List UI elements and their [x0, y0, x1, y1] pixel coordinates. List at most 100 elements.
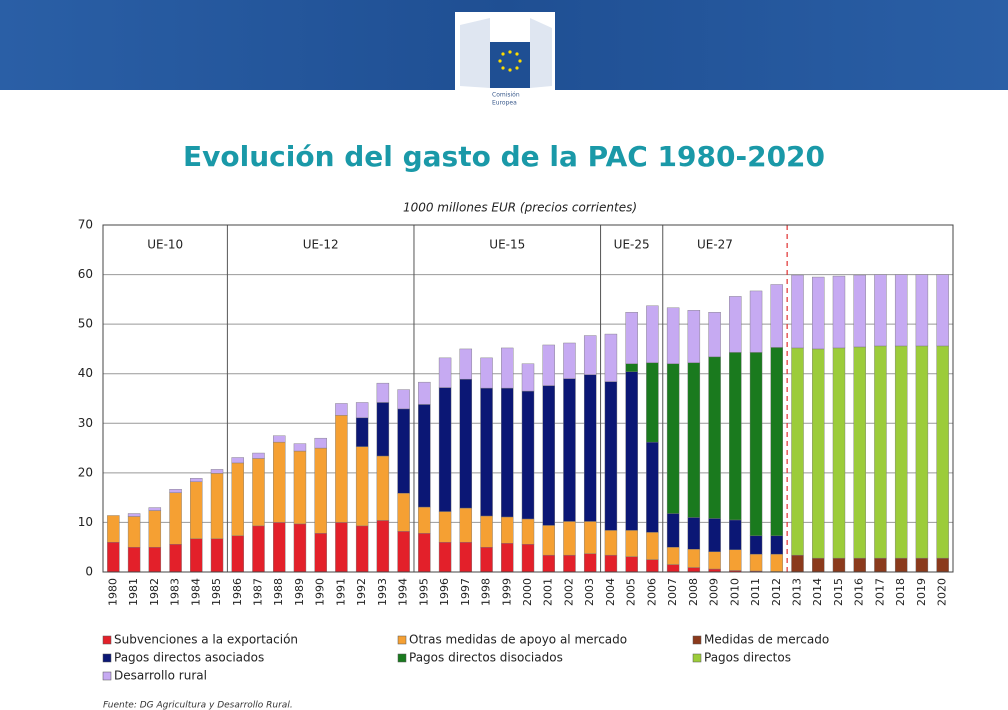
- bar-segment: [687, 548, 701, 568]
- bar-segment: [148, 507, 162, 511]
- y-tick-label: 20: [78, 465, 93, 479]
- bar-segment: [273, 435, 286, 443]
- bar-segment: [936, 345, 949, 559]
- subtitle: 1000 millones EUR (precios corrientes): [403, 201, 637, 215]
- x-tick-label: 1983: [169, 578, 182, 606]
- bar-segment: [729, 352, 742, 521]
- bar-segment: [521, 363, 535, 392]
- bar-segment: [355, 446, 369, 527]
- bar-segment: [501, 543, 514, 573]
- x-tick-label: 2010: [728, 578, 741, 606]
- bar-segment: [355, 417, 369, 447]
- bar-segment: [376, 455, 390, 521]
- bar-segment: [210, 469, 224, 474]
- bar-segment: [812, 276, 825, 350]
- bar-segment: [936, 274, 949, 347]
- bar-segment: [521, 390, 535, 520]
- bar-segment: [687, 310, 701, 364]
- bar-segment: [397, 408, 410, 494]
- bar-segment: [936, 557, 949, 573]
- bar-segment: [708, 356, 721, 519]
- x-tick-label: 1987: [251, 578, 264, 606]
- x-tick-label: 1986: [231, 578, 244, 606]
- bar-segment: [480, 547, 493, 573]
- legend-label: Pagos directos disociados: [409, 651, 563, 665]
- bar-segment: [459, 507, 473, 543]
- x-tick-label: 1995: [417, 578, 430, 606]
- bar-segment: [563, 342, 576, 379]
- bar-segment: [708, 518, 721, 552]
- bar-segment: [729, 519, 742, 550]
- bar-segment: [252, 525, 265, 573]
- bar-segment: [127, 513, 141, 517]
- y-tick-label: 40: [78, 366, 93, 380]
- bar-segment: [418, 533, 431, 573]
- x-tick-label: 1994: [397, 578, 410, 606]
- bar-segment: [749, 290, 763, 353]
- x-tick-label: 2019: [915, 578, 928, 606]
- bar-segment: [459, 378, 473, 509]
- logo: Comisión Europea: [455, 12, 555, 117]
- bar-segment: [770, 284, 783, 348]
- bar-segment: [438, 511, 452, 543]
- x-tick-label: 2013: [791, 578, 804, 606]
- y-tick-label: 70: [78, 218, 93, 232]
- x-tick-label: 2015: [832, 578, 845, 606]
- bar-segment: [169, 492, 182, 545]
- bar-segment: [480, 515, 493, 548]
- y-tick-label: 0: [85, 565, 93, 579]
- bar-segment: [563, 554, 576, 573]
- bar-segment: [853, 274, 866, 348]
- y-tick-label: 60: [78, 267, 93, 281]
- bar-segment: [480, 387, 493, 517]
- bar-segment: [438, 357, 452, 388]
- bar-segment: [418, 506, 431, 534]
- legend-swatch: [102, 671, 112, 681]
- bar-segment: [252, 458, 265, 527]
- bar-segment: [293, 450, 307, 525]
- bar-segment: [666, 564, 680, 573]
- bar-segment: [521, 518, 535, 545]
- x-tick-label: 2007: [666, 578, 679, 606]
- bar-segment: [501, 387, 514, 518]
- bar-segment: [293, 443, 307, 452]
- bar-segment: [563, 378, 576, 522]
- bar-segment: [770, 347, 783, 537]
- bar-segment: [190, 481, 203, 539]
- x-tick-label: 2004: [604, 578, 617, 606]
- bar-segment: [501, 516, 514, 544]
- bar-segment: [874, 345, 887, 559]
- bar-segment: [314, 533, 327, 573]
- x-tick-label: 2002: [562, 578, 575, 606]
- bar-segment: [708, 551, 721, 570]
- bar-segment: [231, 535, 244, 573]
- legend-swatch: [102, 635, 112, 645]
- bar-segment: [273, 522, 286, 573]
- x-tick-label: 2014: [811, 578, 824, 606]
- bar-segment: [521, 544, 535, 573]
- logo-text: Comisión: [492, 92, 520, 99]
- bar-segment: [646, 441, 659, 533]
- bar-segment: [107, 542, 120, 573]
- bar-segment: [376, 402, 390, 457]
- bar-segment: [832, 347, 846, 559]
- bar-segment: [293, 523, 307, 573]
- bar-segment: [397, 531, 410, 573]
- legend-swatch: [692, 635, 702, 645]
- bar-segment: [127, 547, 141, 573]
- bar-segment: [687, 362, 701, 518]
- bar-segment: [273, 441, 286, 523]
- x-tick-label: 1984: [189, 578, 202, 606]
- x-tick-label: 1981: [127, 578, 140, 606]
- bar-segment: [604, 530, 618, 556]
- legend-label: Subvenciones a la exportación: [114, 633, 298, 647]
- bar-segment: [190, 538, 203, 573]
- bar-segment: [148, 510, 162, 548]
- x-tick-label: 2001: [542, 578, 555, 606]
- bar-segment: [666, 307, 680, 364]
- legend-swatch: [102, 653, 112, 663]
- x-tick-label: 2020: [936, 578, 949, 606]
- legend-swatch: [397, 635, 407, 645]
- bar-segment: [169, 544, 182, 573]
- legend-label: Pagos directos asociados: [114, 651, 264, 665]
